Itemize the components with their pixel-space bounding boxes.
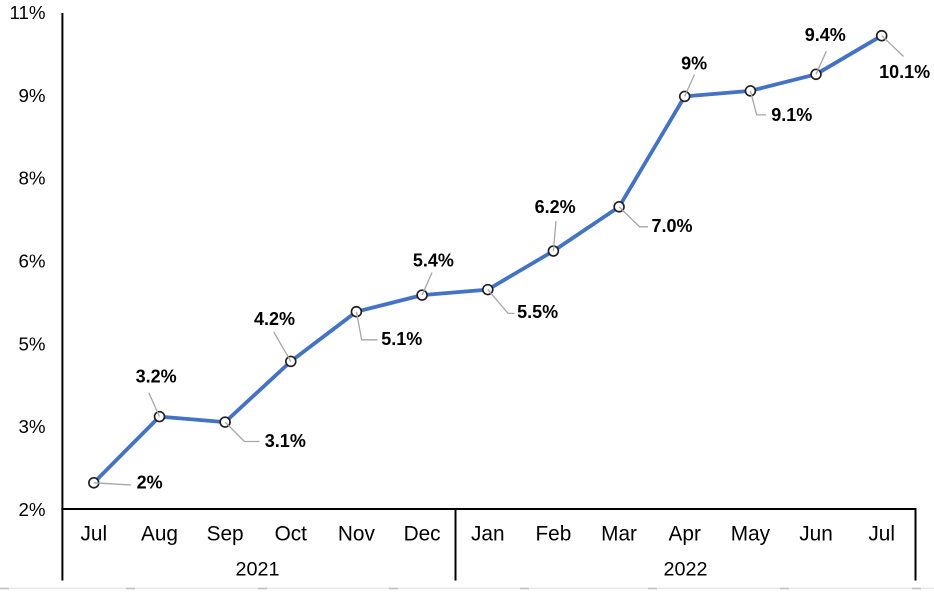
svg-text:Feb: Feb — [535, 522, 571, 545]
svg-text:5%: 5% — [18, 333, 45, 354]
svg-text:10.1%: 10.1% — [879, 62, 930, 82]
svg-text:Oct: Oct — [275, 522, 308, 545]
svg-text:4.2%: 4.2% — [254, 309, 295, 329]
svg-text:Apr: Apr — [669, 522, 701, 545]
svg-text:8%: 8% — [18, 168, 45, 189]
svg-text:11%: 11% — [9, 2, 45, 23]
svg-text:Jul: Jul — [81, 522, 108, 545]
svg-text:6%: 6% — [18, 251, 45, 272]
svg-text:9.1%: 9.1% — [771, 105, 812, 125]
svg-text:Mar: Mar — [601, 522, 637, 545]
svg-text:Sep: Sep — [207, 522, 244, 545]
svg-text:Jun: Jun — [799, 522, 833, 545]
svg-text:9%: 9% — [681, 54, 707, 74]
svg-text:2022: 2022 — [663, 559, 707, 581]
svg-text:5.4%: 5.4% — [413, 250, 454, 270]
svg-text:Jul: Jul — [868, 522, 895, 545]
svg-text:Jan: Jan — [471, 522, 505, 545]
svg-text:Aug: Aug — [141, 522, 178, 545]
svg-text:2%: 2% — [137, 473, 163, 493]
svg-text:9%: 9% — [18, 85, 45, 106]
svg-text:May: May — [731, 522, 771, 545]
svg-text:7.0%: 7.0% — [652, 216, 693, 236]
svg-text:2%: 2% — [18, 499, 45, 520]
svg-text:6.2%: 6.2% — [535, 197, 576, 217]
svg-text:9.4%: 9.4% — [805, 25, 846, 45]
svg-text:Nov: Nov — [338, 522, 376, 545]
svg-text:3.2%: 3.2% — [136, 366, 177, 386]
svg-text:3.1%: 3.1% — [265, 431, 306, 451]
svg-text:2021: 2021 — [235, 559, 279, 581]
svg-text:5.1%: 5.1% — [381, 329, 422, 349]
svg-text:5.5%: 5.5% — [517, 302, 558, 322]
svg-text:3%: 3% — [18, 416, 45, 437]
svg-text:Dec: Dec — [404, 522, 441, 545]
